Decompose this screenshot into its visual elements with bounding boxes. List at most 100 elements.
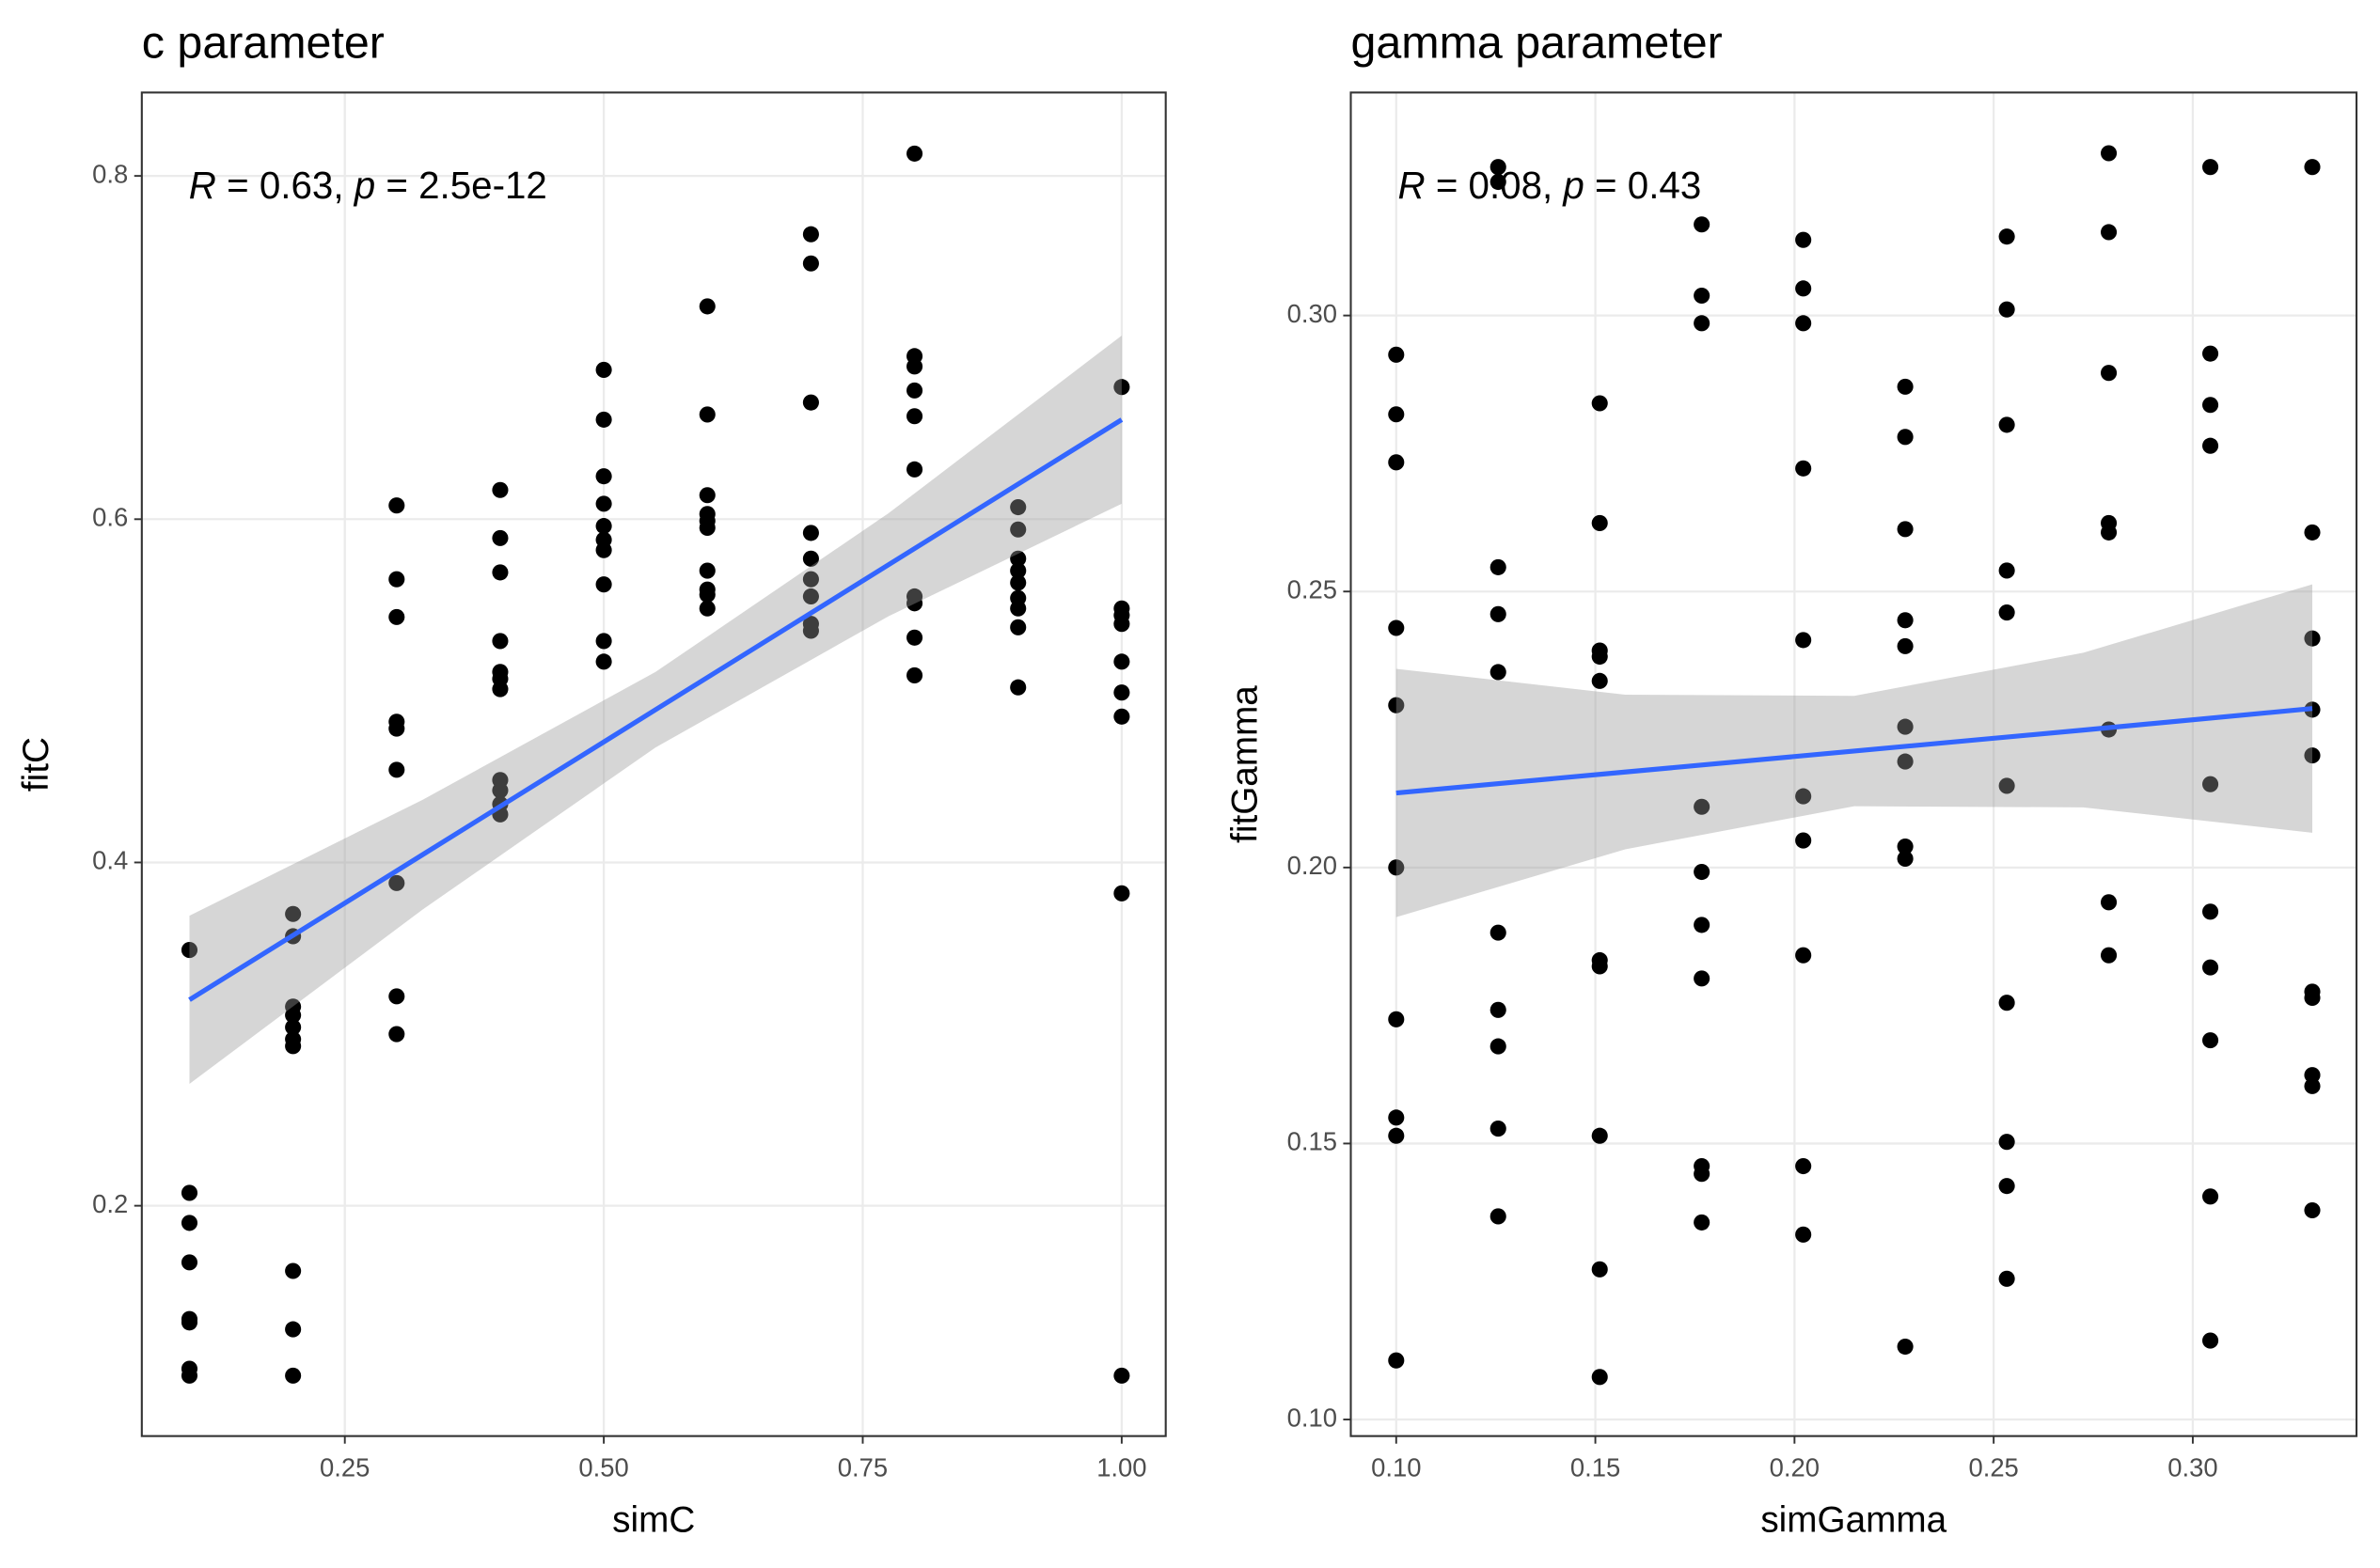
point bbox=[181, 1367, 198, 1384]
y-tick-label: 0.15 bbox=[1287, 1127, 1337, 1156]
point bbox=[1489, 173, 1506, 191]
point bbox=[1795, 280, 1812, 297]
point bbox=[1489, 1121, 1506, 1137]
annotation: R = 0.08, p = 0.43 bbox=[1398, 164, 1702, 207]
point bbox=[595, 576, 612, 593]
point bbox=[1489, 1208, 1506, 1225]
point bbox=[1694, 970, 1710, 987]
chart-title: c parameter bbox=[142, 17, 385, 68]
point bbox=[906, 595, 923, 612]
x-tick-label: 0.10 bbox=[1371, 1452, 1421, 1482]
y-tick-label: 0.30 bbox=[1287, 299, 1337, 328]
annotation-part: = 0.08, bbox=[1426, 164, 1564, 207]
point bbox=[1591, 958, 1608, 975]
y-tick-label: 0.10 bbox=[1287, 1403, 1337, 1432]
point bbox=[1897, 429, 1914, 446]
point bbox=[595, 361, 612, 379]
point bbox=[1010, 562, 1027, 579]
x-axis-title: simC bbox=[612, 1499, 695, 1540]
point bbox=[181, 1184, 198, 1201]
point bbox=[2304, 1201, 2321, 1219]
point bbox=[1795, 315, 1812, 332]
point bbox=[285, 1262, 302, 1279]
point bbox=[1489, 1001, 1506, 1018]
point bbox=[1388, 346, 1405, 363]
point bbox=[2101, 524, 2118, 541]
point bbox=[1897, 838, 1914, 855]
point bbox=[2304, 524, 2321, 541]
point bbox=[699, 587, 716, 604]
point bbox=[1489, 664, 1506, 681]
point bbox=[1694, 1214, 1710, 1231]
point bbox=[1010, 550, 1027, 567]
point bbox=[1388, 619, 1405, 636]
x-tick-label: 0.15 bbox=[1570, 1452, 1620, 1482]
point bbox=[1489, 1038, 1506, 1055]
y-axis-title: fitGamma bbox=[1224, 685, 1265, 843]
point bbox=[906, 382, 923, 399]
point bbox=[492, 529, 509, 546]
point bbox=[1694, 315, 1710, 332]
point bbox=[285, 1038, 302, 1055]
point bbox=[1591, 648, 1608, 666]
point bbox=[1591, 1369, 1608, 1386]
point bbox=[1113, 616, 1130, 633]
point bbox=[699, 519, 716, 536]
point bbox=[802, 550, 819, 567]
point bbox=[906, 145, 923, 162]
y-tick-label: 0.8 bbox=[92, 159, 128, 188]
point bbox=[2101, 365, 2118, 382]
point bbox=[699, 406, 716, 423]
point bbox=[595, 633, 612, 650]
point bbox=[1897, 753, 1914, 770]
x-tick-label: 0.20 bbox=[1770, 1452, 1820, 1482]
y-axis-title: fitC bbox=[16, 737, 56, 792]
point bbox=[1388, 1352, 1405, 1369]
point bbox=[2202, 397, 2219, 414]
x-tick-label: 0.75 bbox=[838, 1452, 888, 1482]
point bbox=[1795, 947, 1812, 964]
point bbox=[802, 394, 819, 411]
point bbox=[388, 720, 405, 737]
point bbox=[2101, 947, 2118, 964]
point bbox=[2304, 159, 2321, 176]
point bbox=[1591, 514, 1608, 531]
annotation-part: p bbox=[354, 164, 375, 207]
chart-panel: c parameter 0.2 0.4 0.6 0.8 0.25 0.50 0.75 1.00 R… bbox=[16, 17, 1167, 1540]
point bbox=[1998, 1270, 2015, 1287]
x-tick-label: 0.25 bbox=[320, 1452, 370, 1482]
point bbox=[1897, 718, 1914, 735]
point bbox=[906, 461, 923, 478]
point bbox=[802, 525, 819, 541]
annotation-part: R bbox=[189, 164, 216, 207]
point bbox=[2101, 145, 2118, 162]
point bbox=[1694, 216, 1710, 233]
point bbox=[2202, 159, 2219, 176]
point bbox=[1388, 1011, 1405, 1027]
point bbox=[285, 1007, 302, 1024]
point bbox=[1388, 406, 1405, 423]
point bbox=[906, 666, 923, 684]
point bbox=[2202, 776, 2219, 792]
point bbox=[2304, 1067, 2321, 1084]
point bbox=[1113, 653, 1130, 670]
point bbox=[388, 874, 405, 891]
point bbox=[1897, 612, 1914, 629]
point bbox=[2202, 1032, 2219, 1049]
point bbox=[1998, 777, 2015, 794]
point bbox=[1388, 697, 1405, 713]
point bbox=[1998, 416, 2015, 433]
x-tick-label: 0.30 bbox=[2167, 1452, 2217, 1482]
point bbox=[1897, 521, 1914, 538]
point bbox=[2304, 747, 2321, 764]
point bbox=[492, 782, 509, 799]
fit-line bbox=[1395, 706, 2313, 796]
point bbox=[802, 226, 819, 243]
point bbox=[2202, 903, 2219, 920]
chart-panel: gamma parameter 0.10 0.15 0.20 0.25 0.30 0.10 0… bbox=[1224, 17, 2358, 1540]
point bbox=[1795, 832, 1812, 849]
point bbox=[595, 495, 612, 512]
point bbox=[699, 562, 716, 579]
point bbox=[1897, 1338, 1914, 1356]
